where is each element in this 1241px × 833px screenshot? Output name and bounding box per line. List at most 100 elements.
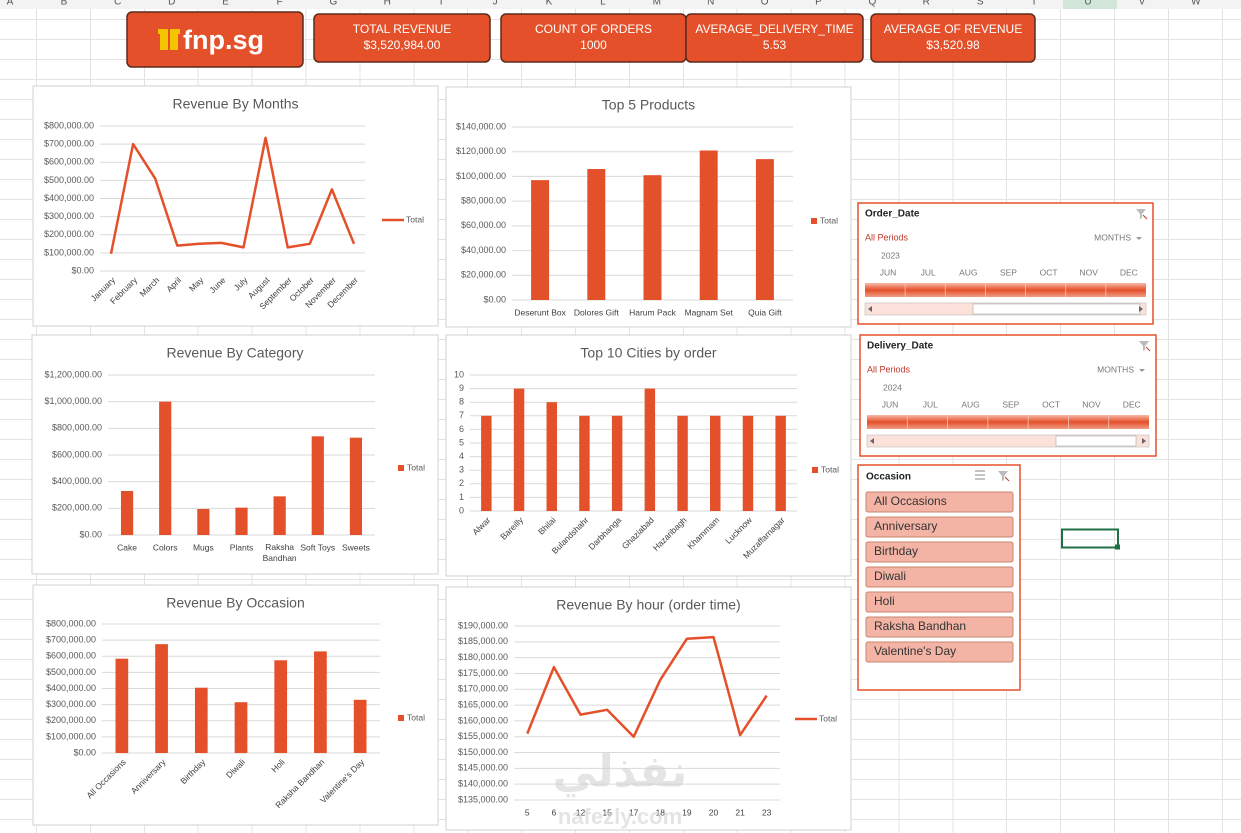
x-tick-label: Harum Pack xyxy=(629,307,677,317)
year-label: 2024 xyxy=(883,382,902,392)
bar xyxy=(531,180,550,300)
bar xyxy=(349,437,363,535)
column-letter[interactable]: H xyxy=(384,0,391,8)
column-letter[interactable]: S xyxy=(977,0,984,8)
slicer-item[interactable] xyxy=(865,641,1014,663)
clear-filter-icon[interactable] xyxy=(998,471,1008,481)
watermark-latin: nafezly.com xyxy=(558,804,682,829)
column-letter[interactable]: J xyxy=(493,0,498,8)
level-caret[interactable] xyxy=(1139,369,1145,372)
bar xyxy=(513,388,525,511)
column-letter[interactable]: T xyxy=(1031,0,1037,8)
fill-handle[interactable] xyxy=(1115,544,1120,550)
scroll-left[interactable] xyxy=(870,438,874,444)
slicer-item-label[interactable]: All Occasions xyxy=(874,494,947,508)
column-letter[interactable]: F xyxy=(276,0,282,8)
x-tick-label: Plants xyxy=(230,542,254,552)
time-level[interactable]: MONTHS xyxy=(1094,232,1131,242)
bar xyxy=(234,702,248,753)
clear-filter-icon[interactable] xyxy=(1139,341,1149,351)
y-tick-label: $1,000,000.00 xyxy=(44,396,102,406)
timeline-band[interactable] xyxy=(867,415,1149,429)
all-periods[interactable]: All Periods xyxy=(867,364,911,374)
column-letter[interactable]: G xyxy=(330,0,338,8)
slicer-item-label[interactable]: Birthday xyxy=(874,544,918,558)
column-letter[interactable]: B xyxy=(61,0,68,8)
scroll-left[interactable] xyxy=(868,306,872,312)
month-label: JUN xyxy=(882,399,899,409)
time-level[interactable]: MONTHS xyxy=(1097,364,1134,374)
scrollbar-thumb[interactable] xyxy=(972,303,1141,315)
chart-title: Top 10 Cities by order xyxy=(580,345,717,361)
y-tick-label: $500,000.00 xyxy=(44,175,94,185)
column-letter[interactable]: C xyxy=(114,0,121,8)
level-caret[interactable] xyxy=(1136,237,1142,240)
timeline-band[interactable] xyxy=(865,283,1146,297)
y-tick-label: $150,000.00 xyxy=(458,747,508,757)
clear-filter-icon[interactable] xyxy=(1136,209,1146,219)
column-letter[interactable]: N xyxy=(707,0,714,8)
slicer-item-label[interactable]: Valentine's Day xyxy=(874,644,956,658)
slicer-item[interactable] xyxy=(865,516,1014,538)
slicer-item[interactable] xyxy=(865,616,1014,638)
selected-column xyxy=(1063,0,1117,9)
column-letter[interactable]: Q xyxy=(869,0,877,8)
legend-label: Total xyxy=(407,712,425,722)
watermark-arabic: نفذلي xyxy=(553,748,688,798)
y-tick-label: $700,000.00 xyxy=(44,139,94,149)
month-label: SEP xyxy=(1002,399,1019,409)
kpi-label: TOTAL REVENUE xyxy=(353,22,451,36)
column-letter[interactable]: R xyxy=(923,0,930,8)
selected-cell[interactable] xyxy=(1061,528,1119,549)
bar xyxy=(587,169,606,300)
column-letter[interactable]: M xyxy=(653,0,661,8)
y-tick-label: 10 xyxy=(454,369,464,379)
y-tick-label: $800,000.00 xyxy=(52,423,102,433)
slicer-item[interactable] xyxy=(865,566,1014,588)
bar xyxy=(197,509,210,535)
column-letter[interactable]: U xyxy=(1084,0,1091,8)
slicer-title: Delivery_Date xyxy=(867,341,934,352)
slicer-item[interactable] xyxy=(865,541,1014,563)
column-letter[interactable]: A xyxy=(7,0,14,8)
column-letter[interactable]: I xyxy=(440,0,443,8)
scroll-right[interactable] xyxy=(1142,438,1146,444)
kpi-value: 1000 xyxy=(580,38,607,52)
chart-title: Revenue By Occasion xyxy=(166,595,305,611)
x-tick-label: Deserunt Box xyxy=(514,307,566,317)
slicer-item-label[interactable]: Anniversary xyxy=(874,519,937,533)
column-letter[interactable]: E xyxy=(222,0,229,8)
y-tick-label: $600,000.00 xyxy=(46,651,96,661)
column-letter[interactable]: L xyxy=(600,0,606,8)
bar xyxy=(742,415,754,511)
column-letter[interactable]: K xyxy=(546,0,553,8)
slicer-item-label[interactable]: Raksha Bandhan xyxy=(874,619,966,633)
y-tick-label: $120,000.00 xyxy=(456,146,506,156)
month-label: NOV xyxy=(1082,399,1101,409)
month-label: NOV xyxy=(1080,267,1099,277)
bar xyxy=(120,491,134,535)
column-letter[interactable]: D xyxy=(168,0,175,8)
month-label: AUG xyxy=(961,399,979,409)
y-tick-label: $300,000.00 xyxy=(46,699,96,709)
all-periods[interactable]: All Periods xyxy=(865,232,909,242)
column-letter[interactable]: P xyxy=(815,0,822,8)
slicer-item[interactable] xyxy=(865,491,1014,513)
slicer-item-label[interactable]: Holi xyxy=(874,594,895,608)
legend-label: Total xyxy=(820,215,838,225)
kpi-label: COUNT OF ORDERS xyxy=(535,22,652,36)
slicer-item[interactable] xyxy=(865,591,1014,613)
y-tick-label: $200,000.00 xyxy=(52,503,102,513)
slicer-item-label[interactable]: Diwali xyxy=(874,569,906,583)
column-letter[interactable]: W xyxy=(1191,0,1201,8)
column-letter[interactable]: V xyxy=(1139,0,1146,8)
kpi-value: 5.53 xyxy=(763,38,787,52)
scroll-right[interactable] xyxy=(1139,306,1143,312)
bar xyxy=(115,658,129,753)
month-label: OCT xyxy=(1040,267,1058,277)
y-tick-label: $170,000.00 xyxy=(458,684,508,694)
column-letter[interactable]: O xyxy=(761,0,769,8)
y-tick-label: 1 xyxy=(459,492,464,502)
y-tick-label: 6 xyxy=(459,424,464,434)
scrollbar-thumb[interactable] xyxy=(1055,435,1137,447)
